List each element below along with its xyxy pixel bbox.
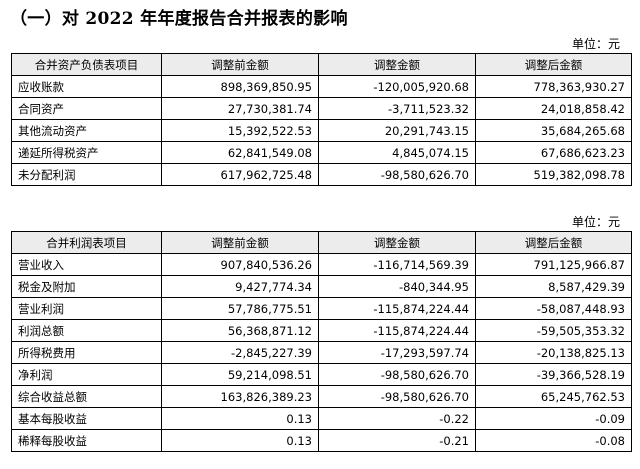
amount-cell: -59,505,353.32 <box>475 319 632 342</box>
amount-cell: -0.22 <box>318 407 476 430</box>
amount-cell: 778,363,930.27 <box>475 75 632 98</box>
row-label-cell: 营业收入 <box>11 253 162 276</box>
table-row: 未分配利润 617,962,725.48 -98,580,626.70 519,382… <box>11 163 632 186</box>
row-label-cell: 营业利润 <box>11 297 162 320</box>
column-header: 调整后金额 <box>475 53 632 76</box>
amount-cell: -98,580,626.70 <box>318 363 476 386</box>
row-label-cell: 综合收益总额 <box>11 385 162 408</box>
table-row: 净利润 59,214,098.51 -98,580,626.70 -39,366,52… <box>11 363 632 386</box>
row-label-cell: 税金及附加 <box>11 275 162 298</box>
balance-sheet-unit-label: 单位：元 <box>571 37 620 51</box>
income-statement-unit-label: 单位：元 <box>571 215 620 229</box>
row-label-cell: 净利润 <box>11 363 162 386</box>
amount-cell: 57,786,775.51 <box>161 297 319 320</box>
table-row: 营业收入 907,840,536.26 -116,714,569.39 791,125… <box>11 253 632 276</box>
amount-cell: 617,962,725.48 <box>161 163 319 186</box>
amount-cell: -98,580,626.70 <box>318 385 476 408</box>
balance-sheet-table: 合并资产负债表项目 调整前金额 调整金额 调整后金额 应收账款 898,369,850.9… <box>11 53 632 186</box>
amount-cell: 9,427,774.34 <box>161 275 319 298</box>
amount-cell: 59,214,098.51 <box>161 363 319 386</box>
table-row: 利润总额 56,368,871.12 -115,874,224.44 -59,505,… <box>11 319 632 342</box>
amount-cell: -39,366,528.19 <box>475 363 632 386</box>
row-label-cell: 利润总额 <box>11 319 162 342</box>
amount-cell: 27,730,381.74 <box>161 97 319 120</box>
table-row: 基本每股收益 0.13 -0.22 -0.09 <box>11 407 632 430</box>
amount-cell: -98,580,626.70 <box>318 163 476 186</box>
amount-cell: 791,125,966.87 <box>475 253 632 276</box>
row-label-cell: 合同资产 <box>11 97 162 120</box>
table-row: 稀释每股收益 0.13 -0.21 -0.08 <box>11 429 632 452</box>
amount-cell: 62,841,549.08 <box>161 141 319 164</box>
amount-cell: -840,344.95 <box>318 275 476 298</box>
amount-cell: 67,686,623.23 <box>475 141 632 164</box>
table-row: 营业利润 57,786,775.51 -115,874,224.44 -58,087,… <box>11 297 632 320</box>
amount-cell: 56,368,871.12 <box>161 319 319 342</box>
amount-cell: -3,711,523.32 <box>318 97 476 120</box>
row-label-cell: 基本每股收益 <box>11 407 162 430</box>
column-header: 调整前金额 <box>161 53 319 76</box>
amount-cell: -115,874,224.44 <box>318 297 476 320</box>
section-heading: （一）对 2022 年年度报告合并报表的影响 <box>10 9 348 29</box>
table-header-row: 合并利润表项目 调整前金额 调整金额 调整后金额 <box>11 231 632 254</box>
amount-cell: -20,138,825.13 <box>475 341 632 364</box>
column-header: 合并利润表项目 <box>11 231 162 254</box>
row-label-cell: 其他流动资产 <box>11 119 162 142</box>
amount-cell: 907,840,536.26 <box>161 253 319 276</box>
table-row: 税金及附加 9,427,774.34 -840,344.95 8,587,429.39 <box>11 275 632 298</box>
row-label-cell: 所得税费用 <box>11 341 162 364</box>
column-header: 调整金额 <box>318 53 476 76</box>
amount-cell: -115,874,224.44 <box>318 319 476 342</box>
row-label-cell: 应收账款 <box>11 75 162 98</box>
amount-cell: 8,587,429.39 <box>475 275 632 298</box>
amount-cell: -120,005,920.68 <box>318 75 476 98</box>
table-row: 所得税费用 -2,845,227.39 -17,293,597.74 -20,138,… <box>11 341 632 364</box>
amount-cell: 15,392,522.53 <box>161 119 319 142</box>
amount-cell: -2,845,227.39 <box>161 341 319 364</box>
amount-cell: -0.21 <box>318 429 476 452</box>
amount-cell: 20,291,743.15 <box>318 119 476 142</box>
amount-cell: 519,382,098.78 <box>475 163 632 186</box>
column-header: 合并资产负债表项目 <box>11 53 162 76</box>
row-label-cell: 稀释每股收益 <box>11 429 162 452</box>
amount-cell: 35,684,265.68 <box>475 119 632 142</box>
row-label-cell: 未分配利润 <box>11 163 162 186</box>
table-row: 综合收益总额 163,826,389.23 -98,580,626.70 65,245… <box>11 385 632 408</box>
amount-cell: 0.13 <box>161 429 319 452</box>
amount-cell: 0.13 <box>161 407 319 430</box>
table-row: 其他流动资产 15,392,522.53 20,291,743.15 35,684,2… <box>11 119 632 142</box>
amount-cell: -116,714,569.39 <box>318 253 476 276</box>
column-header: 调整前金额 <box>161 231 319 254</box>
income-statement-table: 合并利润表项目 调整前金额 调整金额 调整后金额 营业收入 907,840,536.26-… <box>11 231 632 452</box>
amount-cell: 898,369,850.95 <box>161 75 319 98</box>
column-header: 调整后金额 <box>475 231 632 254</box>
amount-cell: 163,826,389.23 <box>161 385 319 408</box>
table-row: 合同资产 27,730,381.74 -3,711,523.32 24,018,858… <box>11 97 632 120</box>
amount-cell: -58,087,448.93 <box>475 297 632 320</box>
table-row: 递延所得税资产 62,841,549.08 4,845,074.15 67,686,6… <box>11 141 632 164</box>
amount-cell: -0.08 <box>475 429 632 452</box>
amount-cell: 24,018,858.42 <box>475 97 632 120</box>
column-header: 调整金额 <box>318 231 476 254</box>
row-label-cell: 递延所得税资产 <box>11 141 162 164</box>
table-header-row: 合并资产负债表项目 调整前金额 调整金额 调整后金额 <box>11 53 632 76</box>
amount-cell: -17,293,597.74 <box>318 341 476 364</box>
amount-cell: -0.09 <box>475 407 632 430</box>
amount-cell: 65,245,762.53 <box>475 385 632 408</box>
table-row: 应收账款 898,369,850.95 -120,005,920.68 778,363… <box>11 75 632 98</box>
amount-cell: 4,845,074.15 <box>318 141 476 164</box>
